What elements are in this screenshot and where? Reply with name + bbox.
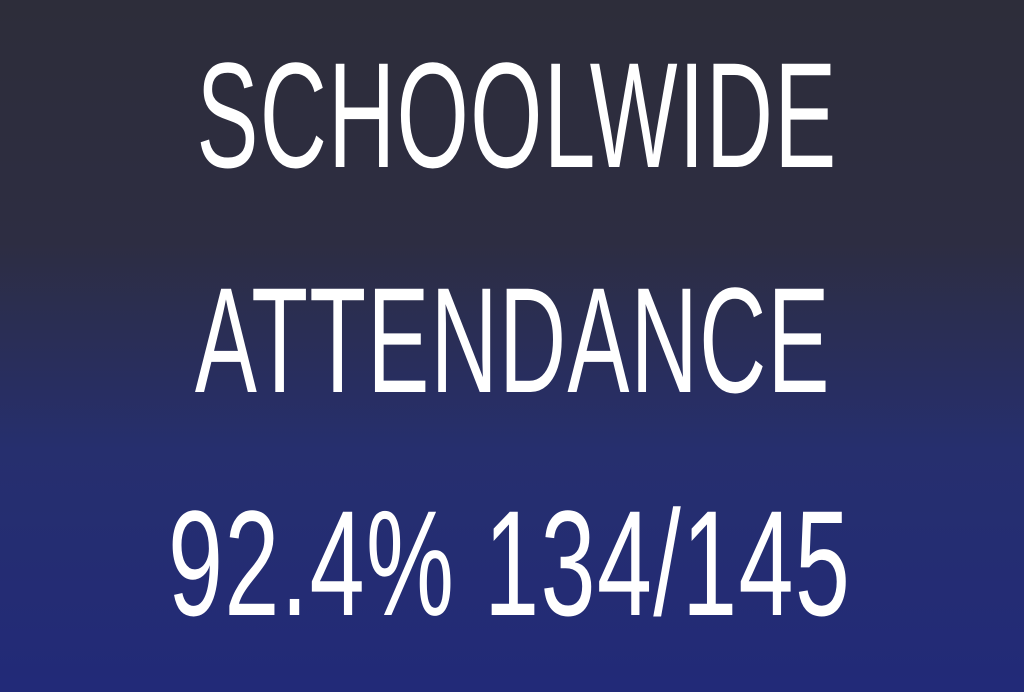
attendance-stats-text: 92.4% 134/145 <box>167 479 852 647</box>
attendance-stats: 92.4% 134/145 <box>0 488 1016 638</box>
headline-line-1: SCHOOLWIDE <box>0 40 1024 190</box>
headline-line-2-text: ATTENDANCE <box>194 256 831 424</box>
headline-line-2: ATTENDANCE <box>0 265 1024 415</box>
headline-line-1-text: SCHOOLWIDE <box>196 31 838 199</box>
